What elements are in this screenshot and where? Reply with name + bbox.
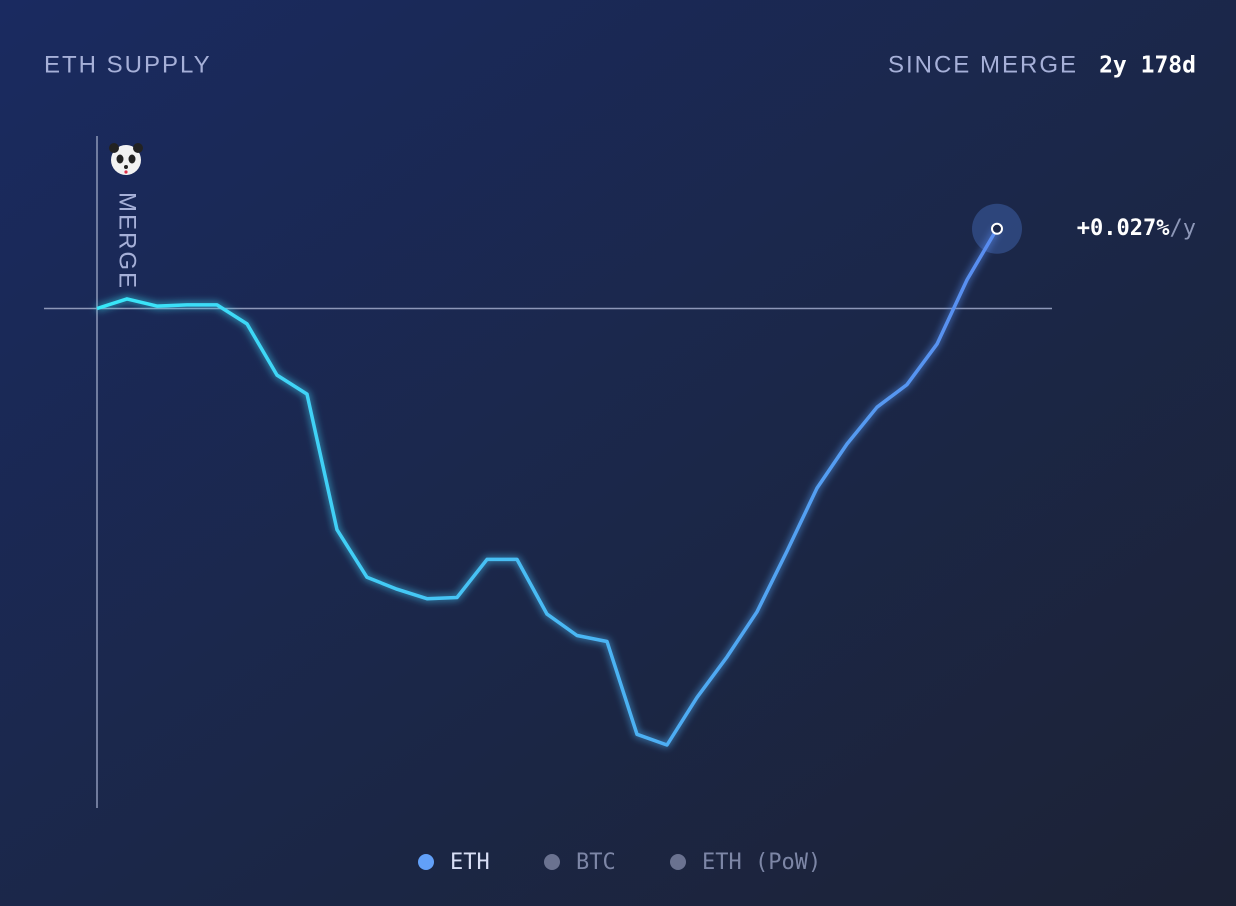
rate-label: +0.027%/y [1077,216,1196,241]
panda-icon [109,143,143,175]
period-value: 2y 178d [1099,53,1196,79]
supply-line [96,227,999,747]
legend-label[interactable]: ETH [450,850,490,875]
merge-label: MERGE [114,192,141,290]
legend-dot [544,854,560,870]
legend-label[interactable]: BTC [576,850,616,875]
period-label: SINCE MERGE [888,51,1078,78]
rate-unit: /y [1170,216,1197,241]
chart-title: ETH SUPPLY [44,51,212,78]
end-point [991,222,1003,235]
legend-dot [418,854,434,870]
legend: ETH BTC ETH (PoW) [418,850,821,875]
legend-label[interactable]: ETH (PoW) [702,850,821,875]
rate-value: +0.027% [1077,216,1170,241]
legend-dot [670,854,686,870]
